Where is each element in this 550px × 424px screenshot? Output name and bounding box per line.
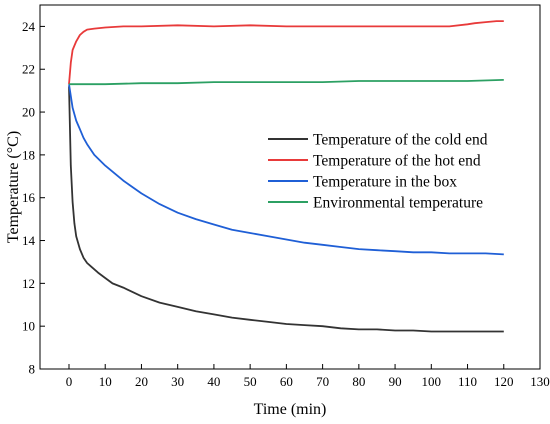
x-tick-label: 110	[458, 374, 477, 389]
y-tick-label: 24	[22, 19, 36, 34]
x-tick-label: 10	[99, 374, 112, 389]
y-tick-label: 20	[22, 105, 35, 120]
series-line-2	[68, 84, 504, 256]
legend-label-1: Temperature of the hot end	[313, 153, 481, 170]
x-tick-label: 80	[352, 374, 365, 389]
legend-label-3: Environmental temperature	[313, 195, 483, 212]
y-tick-label: 12	[22, 276, 35, 291]
y-tick-label: 10	[22, 319, 35, 334]
y-tick-label: 16	[22, 190, 36, 205]
x-tick-label: 90	[389, 374, 402, 389]
x-tick-label: 40	[207, 374, 220, 389]
plot-frame	[39, 4, 541, 370]
x-axis-title: Time (min)	[254, 401, 327, 418]
x-tick-label: 120	[494, 374, 514, 389]
x-tick-label: 60	[280, 374, 293, 389]
legend: Temperature of the cold end Temperature o…	[268, 132, 488, 212]
x-tick-label: 50	[244, 374, 257, 389]
legend-label-0: Temperature of the cold end	[313, 132, 488, 149]
x-tick-label: 70	[316, 374, 329, 389]
y-tick-label: 18	[22, 147, 35, 162]
series-line-0	[68, 86, 504, 333]
y-tick-label: 22	[22, 62, 35, 77]
y-tick-label: 14	[22, 233, 36, 248]
x-tick-label: 100	[422, 374, 442, 389]
y-tick-label: 8	[29, 362, 36, 377]
legend-label-2: Temperature in the box	[313, 174, 457, 191]
axis-ticks: 0 10 20 30 40 50 60 70 80 90 100 110 120 130 8 10 12 14 16…	[22, 19, 550, 389]
series-line-1	[68, 20, 504, 85]
series-lines	[68, 20, 504, 333]
x-tick-label: 0	[66, 374, 73, 389]
x-tick-label: 30	[171, 374, 184, 389]
x-tick-label: 130	[530, 374, 550, 389]
x-tick-label: 20	[135, 374, 148, 389]
y-axis-title: Temperature (°C)	[5, 131, 22, 243]
series-line-3	[69, 79, 504, 86]
